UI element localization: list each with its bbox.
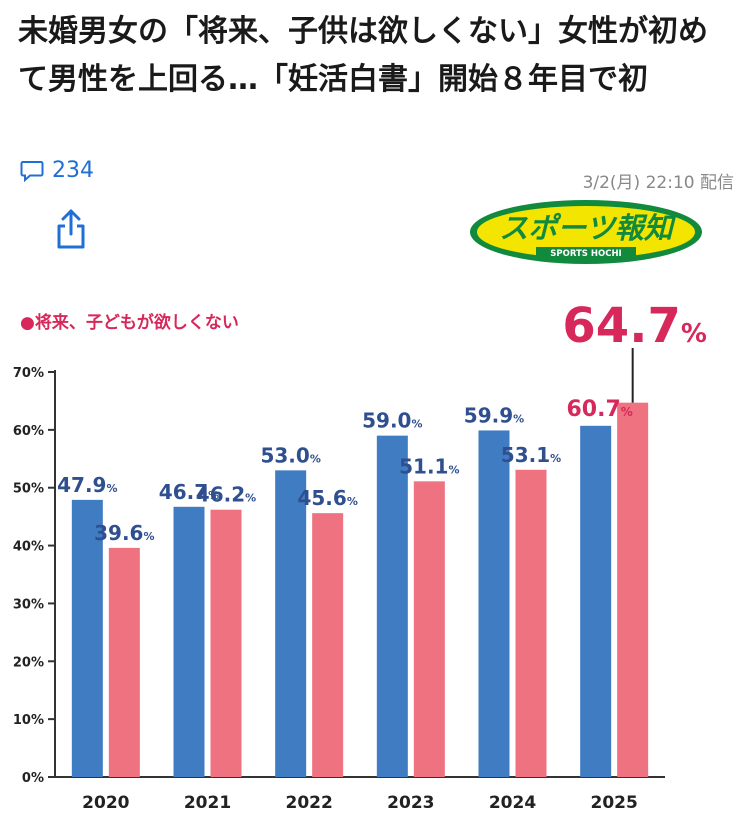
chart-title: ●将来、子どもが欲しくない <box>20 312 239 333</box>
bar-chart: ●将来、子どもが欲しくない 0% 10% 20% 30% 40% 50% 60% 70% 202… <box>13 298 707 813</box>
headline: 未婚男女の「将来、子供は欲しくない」女性が初めて男性を上回る…「妊活白書」開始８… <box>18 14 708 97</box>
sports-hochi-logo[interactable]: スポーツ報知 SPORTS HOCHI <box>468 198 704 266</box>
bar-pink-2022 <box>312 513 344 777</box>
data-label: 53.0% <box>260 443 320 467</box>
y-tick-label: 0% <box>22 771 44 786</box>
bar-pink-2021 <box>210 509 242 777</box>
y-tick-label: 70% <box>13 366 44 381</box>
data-label: 53.1% <box>501 443 561 467</box>
y-tick-label: 50% <box>13 482 44 497</box>
comment-icon <box>20 160 44 182</box>
data-label: 46.2% <box>196 483 256 507</box>
bar-blue-2020 <box>71 499 103 777</box>
data-label: 59.9% <box>464 403 524 427</box>
data-label: 47.9% <box>57 473 117 497</box>
bar-pink-2023 <box>413 481 445 777</box>
comment-count: 234 <box>52 158 94 183</box>
bar-blue-2024 <box>478 430 510 777</box>
x-tick-label: 2023 <box>387 793 434 813</box>
logo-subtext: SPORTS HOCHI <box>550 249 621 259</box>
bar-pink-2020 <box>108 547 140 777</box>
x-tick-label: 2020 <box>82 793 129 813</box>
comment-link[interactable]: 234 <box>20 158 94 183</box>
y-tick-label: 10% <box>13 713 44 728</box>
data-label: 45.6% <box>297 486 357 510</box>
bar-pink-2024 <box>515 469 547 777</box>
data-label-highlight: 64.7% <box>562 298 707 354</box>
logo-text: スポーツ報知 <box>499 211 676 245</box>
x-tick-label: 2025 <box>591 793 638 813</box>
y-tick-label: 20% <box>13 655 44 670</box>
data-label: 51.1% <box>399 454 459 478</box>
bar-blue-2021 <box>173 506 205 777</box>
share-icon[interactable] <box>54 208 88 250</box>
publish-timestamp: 3/2(月) 22:10 配信 <box>582 173 734 193</box>
data-label: 39.6% <box>94 521 154 545</box>
bar-pink-2025 <box>617 402 649 777</box>
data-label: 59.0% <box>362 409 422 433</box>
data-label: 46.7% <box>159 480 219 504</box>
bar-blue-2025 <box>580 425 612 777</box>
x-tick-label: 2024 <box>489 793 536 813</box>
data-label: 60.7% <box>567 397 633 422</box>
x-tick-label: 2021 <box>184 793 231 813</box>
y-tick-label: 60% <box>13 424 44 439</box>
bar-blue-2022 <box>275 470 307 777</box>
x-tick-label: 2022 <box>286 793 333 813</box>
y-tick-label: 30% <box>13 597 44 612</box>
bar-blue-2023 <box>376 435 408 777</box>
y-tick-label: 40% <box>13 540 44 555</box>
